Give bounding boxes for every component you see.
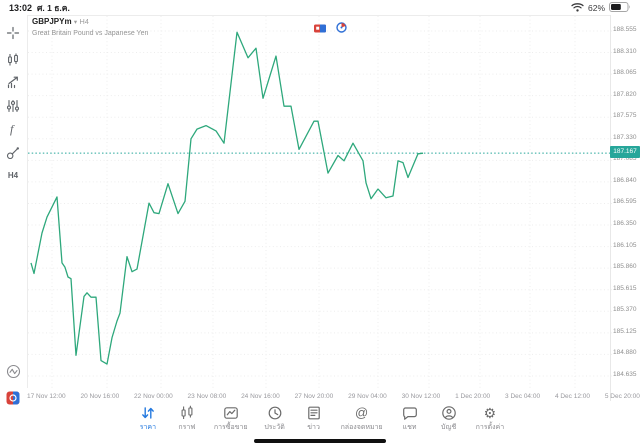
symbol-dropdown-icon[interactable]: ▾ (73, 19, 78, 26)
price-axis-label: 188.310 (613, 47, 637, 55)
tab-label: การตั้งค่า (475, 424, 505, 431)
tab-label: การซื้อขาย (213, 424, 248, 431)
chart-box-icon (223, 404, 239, 421)
price-axis-label: 187.330 (613, 133, 637, 141)
symbol-description: Great Britain Pound vs Japanese Yen (32, 30, 149, 37)
chart-header[interactable]: GBPJPYm ▾ H4 Great Britain Pound vs Japa… (32, 17, 148, 39)
gear-icon: ⚙ (483, 404, 497, 421)
indicators-icon[interactable] (3, 72, 23, 92)
chart-plot-area[interactable] (27, 15, 612, 389)
battery-icon (609, 0, 631, 17)
tab-label: บัญชี (441, 424, 457, 431)
price-axis-label: 188.065 (613, 69, 637, 77)
symbol-name[interactable]: GBPJPYm (32, 17, 72, 26)
home-indicator[interactable] (254, 439, 386, 443)
time-axis-label: 4 Dec 12:00 (554, 392, 590, 400)
tab-settings[interactable]: ⚙ การตั้งค่า (476, 404, 505, 433)
objects-icon[interactable] (3, 143, 23, 163)
time-axis-label: 20 Nov 16:00 (80, 392, 120, 400)
price-line-chart[interactable] (28, 16, 612, 389)
time-axis-label: 29 Nov 04:00 (348, 392, 387, 400)
tab-accounts[interactable]: บัญชี (437, 404, 461, 433)
chat-bubble-icon (402, 404, 418, 421)
tab-trade[interactable]: การซื้อขาย (214, 404, 248, 433)
price-axis-label: 188.555 (613, 26, 637, 33)
sliders-icon[interactable] (3, 96, 23, 116)
tab-charts[interactable]: กราฟ (175, 404, 199, 433)
time-axis-label: 23 Nov 08:00 (187, 392, 227, 400)
time-axis-label: 1 Dec 20:00 (455, 392, 491, 400)
tab-label: ราคา (139, 424, 157, 431)
time-axis-label: 24 Nov 16:00 (241, 392, 280, 400)
price-axis-label: 185.125 (613, 327, 637, 335)
event-clock-icon[interactable] (336, 20, 347, 38)
tab-quotes[interactable]: ราคา (136, 404, 160, 433)
event-flag-icon[interactable] (314, 20, 326, 38)
economic-calendar-icon[interactable] (3, 388, 23, 408)
price-axis-label: 186.595 (613, 198, 637, 206)
calendar-event-markers (314, 20, 347, 38)
time-axis-label: 5 Dec 20:00 (604, 392, 640, 400)
clock-time: 13:02 (9, 2, 33, 13)
tab-label: กราฟ (178, 424, 196, 431)
crosshair-icon[interactable] (3, 23, 23, 43)
price-axis-label: 184.880 (613, 349, 637, 357)
tab-history[interactable]: ประวัติ (263, 404, 287, 433)
chart-side-toolbar: f H4 (0, 15, 27, 405)
tab-bar: ราคา กราฟ การซื้อขาย ประวัติ (0, 404, 640, 433)
time-axis-label: 22 Nov 00:00 (134, 392, 173, 400)
price-axis-label: 185.370 (613, 306, 637, 314)
time-axis-label: 3 Dec 04:00 (505, 392, 541, 400)
time-axis[interactable]: 17 Nov 12:00 20 Nov 16:00 22 Nov 00:00 23 N… (27, 390, 640, 402)
time-axis-label: 30 Nov 12:00 (401, 392, 441, 400)
price-axis-label: 187.575 (613, 112, 637, 120)
status-bar: 13:02 ศ. 1 ธ.ค. 62% (0, 0, 640, 15)
price-axis-label: 186.350 (613, 220, 637, 228)
status-date: ศ. 1 ธ.ค. (37, 2, 70, 13)
clock-icon (267, 404, 283, 421)
header-timeframe: H4 (79, 17, 89, 26)
price-axis-label: 185.860 (613, 263, 637, 271)
chart-type-candles-icon[interactable] (3, 50, 23, 70)
time-axis-label: 27 Nov 20:00 (294, 392, 334, 400)
timeframe-button[interactable]: H4 (7, 170, 19, 180)
arrows-up-down-icon (140, 404, 156, 421)
price-axis-label: 185.615 (613, 284, 637, 292)
tab-label: ประวัติ (264, 424, 285, 431)
current-price-badge: 187.167 (610, 146, 640, 159)
tab-mailbox[interactable]: @ กล่องจดหมาย (341, 404, 383, 433)
price-axis-label: 184.635 (613, 370, 637, 378)
quick-chart-icon[interactable] (3, 361, 23, 381)
tab-chat[interactable]: แชท (398, 404, 422, 433)
tab-label: กล่องจดหมาย (340, 424, 383, 431)
wifi-icon (571, 0, 584, 17)
time-axis-label: 17 Nov 12:00 (27, 392, 66, 400)
price-axis-label: 186.840 (613, 176, 637, 184)
battery-percent: 62% (587, 2, 605, 13)
tab-news[interactable]: ข่าว (302, 404, 326, 433)
newspaper-icon (306, 404, 322, 421)
at-sign-icon: @ (354, 405, 369, 420)
price-axis-label: 187.085 (613, 155, 637, 163)
candlestick-icon (179, 404, 195, 421)
svg-text:f: f (10, 122, 15, 136)
function-indicator-icon[interactable]: f (3, 119, 23, 139)
person-circle-icon (441, 404, 457, 421)
price-axis[interactable]: 188.555 188.310 188.065 187.820 187.575 187.3… (612, 0, 640, 400)
tab-label: ข่าว (307, 424, 320, 431)
tab-label: แชท (402, 424, 417, 431)
price-axis-label: 186.105 (613, 241, 637, 249)
price-axis-label: 187.820 (613, 90, 637, 98)
price-axis-separator (610, 15, 611, 401)
